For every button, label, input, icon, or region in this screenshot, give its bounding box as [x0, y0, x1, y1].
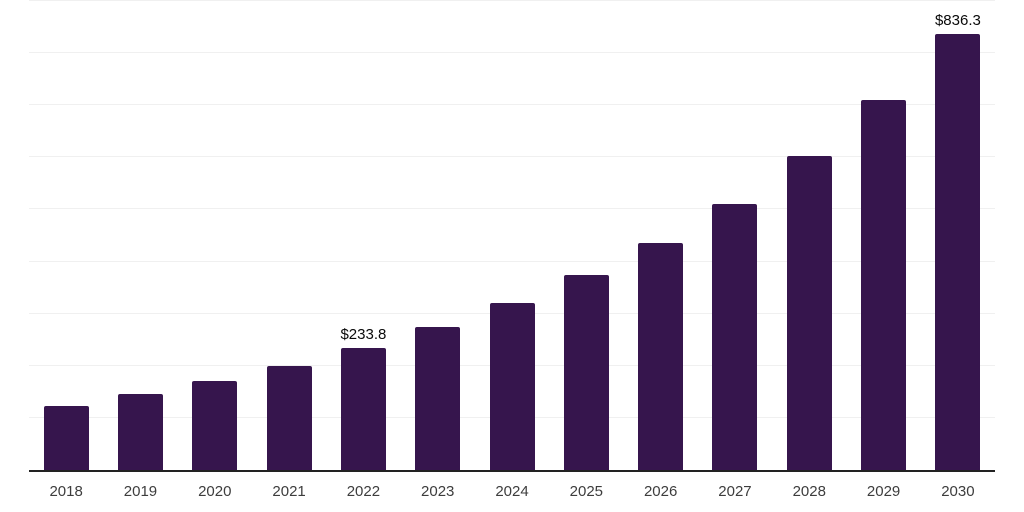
x-tick-label-2029: 2029: [866, 483, 901, 500]
bar-slot-2029: [846, 1, 920, 470]
x-tick-label-2024: 2024: [495, 483, 529, 500]
x-axis-line: [29, 470, 995, 472]
bar-2019: [117, 394, 163, 470]
bar-slot-2024: [475, 1, 549, 470]
bar-2025: [563, 275, 609, 470]
x-tick-label-2028: 2028: [792, 483, 826, 500]
x-tick-label-2023: 2023: [421, 483, 455, 500]
bar-2020: [192, 381, 238, 470]
gridline-400: [29, 260, 995, 262]
bar-slot-2028: [772, 1, 846, 470]
bar-2021: [266, 366, 312, 470]
x-tick-label-2019: 2019: [123, 483, 158, 500]
gridline-800: [29, 52, 995, 54]
bar-2024: [489, 302, 535, 470]
x-tick-label-2018: 2018: [49, 483, 83, 500]
value-label-2022: $233.8: [340, 326, 387, 344]
bar-2022: [340, 348, 386, 470]
gridline-600: [29, 156, 995, 158]
bar-slot-2027: [698, 1, 772, 470]
bar-slot-2022: $233.8: [326, 1, 400, 470]
plot-area: $233.8 $836.3: [29, 0, 995, 472]
bar-slot-2023: [401, 1, 475, 470]
gridline-500: [29, 208, 995, 210]
value-label-2030: $836.3: [934, 12, 981, 30]
bars-layer: $233.8 $836.3: [29, 1, 995, 470]
x-tick-label-2026: 2026: [643, 483, 678, 500]
bar-2028: [786, 156, 832, 470]
bar-slot-2021: [252, 1, 326, 470]
x-tick-label-2021: 2021: [272, 483, 306, 500]
x-tick-label-2025: 2025: [569, 483, 604, 500]
x-tick-label-2030: 2030: [941, 483, 975, 500]
bar-slot-2019: [103, 1, 177, 470]
x-axis-tick-labels: 2018 2019 2020 2021 2022 2023 2024 2025 2026 2027…: [29, 483, 995, 501]
bar-slot-2020: [178, 1, 252, 470]
gridline-700: [29, 104, 995, 106]
gridline-900: [29, 0, 995, 1]
bar-2018: [43, 405, 89, 470]
bar-2029: [861, 100, 907, 470]
bar-chart: $233.8 $836.3 2018 2019 2020 2021 2022 2023 202…: [29, 0, 995, 501]
bar-2027: [712, 203, 758, 470]
x-tick-label-2022: 2022: [346, 483, 381, 500]
x-tick-label-2020: 2020: [198, 483, 232, 500]
bar-2030: [935, 34, 981, 470]
bar-slot-2018: [29, 1, 103, 470]
bar-slot-2030: $836.3: [921, 1, 995, 470]
bar-2023: [415, 327, 461, 470]
bar-2026: [638, 242, 684, 470]
bar-slot-2026: [624, 1, 698, 470]
bar-slot-2025: [549, 1, 623, 470]
x-tick-label-2027: 2027: [718, 483, 752, 500]
